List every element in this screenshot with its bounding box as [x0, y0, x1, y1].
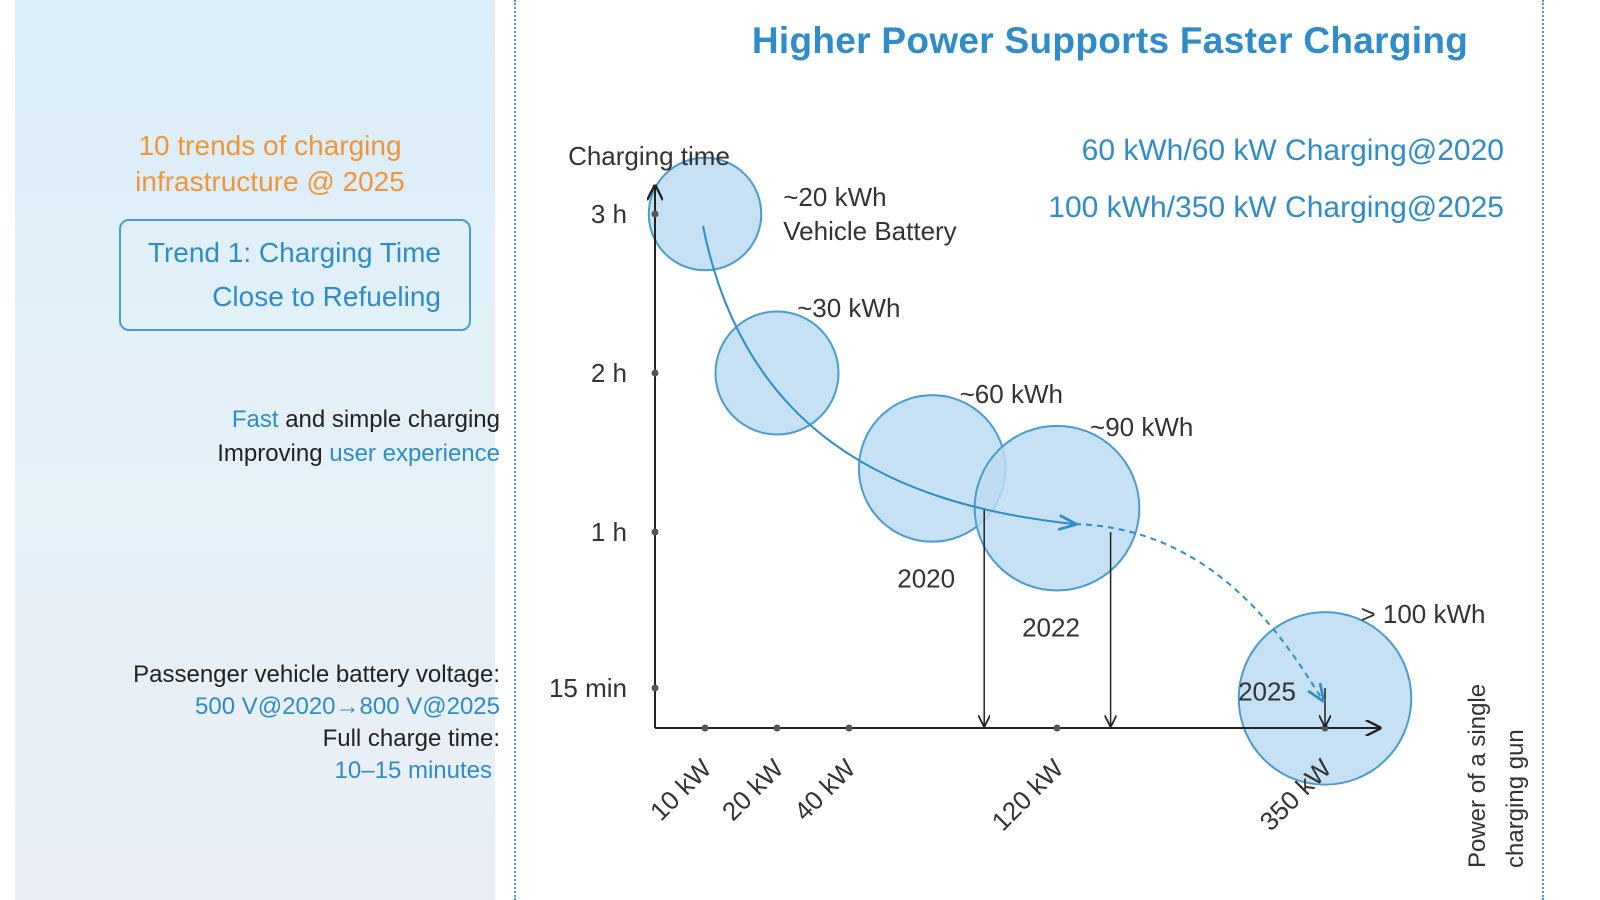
y-tick-label: 15 min	[549, 673, 627, 703]
left-panel	[15, 0, 495, 900]
x-axis-title: Power of a single charging gun	[1464, 684, 1529, 868]
fast-rest: and simple charging	[278, 406, 500, 433]
bubble-year-label: 2022	[1022, 612, 1080, 642]
y-tick-label: 3 h	[591, 199, 627, 229]
bubble-kwh-label: ~90 kWh	[1090, 412, 1193, 442]
y-tick-label: 1 h	[591, 517, 627, 547]
y-tick-mark	[651, 210, 659, 218]
trends-heading-line1: 10 trends of charging	[138, 130, 402, 161]
trends-heading-line2: infrastructure @ 2025	[135, 166, 405, 197]
fast-word: Fast	[231, 406, 279, 433]
bubble-sub-label: Vehicle Battery	[783, 216, 956, 246]
ux-words: user experience	[329, 440, 500, 467]
voltage-value: 500 V@2020→800 V@2025	[195, 693, 500, 720]
x-axis-title-line2: charging gun	[1502, 729, 1529, 868]
x-tick-label: 40 kW	[788, 753, 862, 827]
trend-box-line2: Close to Refueling	[212, 281, 441, 312]
x-tick-mark	[1053, 724, 1061, 732]
ux-note-line1: Fast and simple charging	[217, 403, 500, 437]
y-tick-mark	[651, 684, 659, 692]
ux-note: Fast and simple charging Improving user …	[217, 403, 500, 471]
y-axis-title: Charging time	[568, 141, 730, 171]
y-tick-mark	[651, 369, 659, 377]
x-axis-title-line1: Power of a single	[1464, 684, 1491, 868]
bubble-kwh-label: ~60 kWh	[960, 379, 1063, 409]
bubble-year-label: 2020	[897, 564, 955, 594]
battery-bubble	[647, 156, 763, 272]
bubble-kwh-label: ~20 kWh	[783, 182, 886, 212]
improving-word: Improving	[217, 440, 330, 467]
y-tick-mark	[651, 528, 659, 536]
trends-heading: 10 trends of charging infrastructure @ 2…	[100, 128, 440, 200]
trend-box-line1: Trend 1: Charging Time	[147, 237, 441, 268]
voltage-note: Passenger vehicle battery voltage: 500 V…	[133, 659, 500, 787]
trend-box: Trend 1: Charging Time Close to Refuelin…	[119, 219, 471, 331]
x-tick-mark	[845, 724, 853, 732]
bubble-year-label: 2025	[1238, 676, 1296, 706]
right-divider	[1542, 0, 1544, 900]
x-tick-label: 20 kW	[716, 753, 790, 827]
left-divider	[514, 0, 516, 900]
bubble-kwh-label: ~30 kWh	[797, 293, 900, 323]
trend-curve-solid	[702, 225, 1075, 524]
y-tick-label: 2 h	[591, 358, 627, 388]
main-title: Higher Power Supports Faster Charging	[751, 20, 1469, 61]
x-tick-label: 120 kW	[986, 753, 1070, 837]
battery-bubble	[973, 424, 1141, 592]
bubble-kwh-label: > 100 kWh	[1360, 599, 1485, 629]
trend-curve-dashed	[1074, 523, 1323, 700]
charge-time-value: 10–15 minutes	[334, 757, 492, 784]
x-tick-mark	[701, 724, 709, 732]
legend-2020: 60 kWh/60 kW Charging@2020	[1081, 134, 1504, 167]
battery-bubble	[714, 310, 840, 436]
x-tick-mark	[773, 724, 781, 732]
voltage-label: Passenger vehicle battery voltage:	[133, 661, 500, 688]
legend-2025: 100 kWh/350 kW Charging@2025	[1048, 191, 1504, 224]
charge-time-label: Full charge time:	[322, 725, 500, 752]
x-tick-label: 10 kW	[644, 753, 718, 827]
ux-note-line2: Improving user experience	[217, 437, 500, 471]
